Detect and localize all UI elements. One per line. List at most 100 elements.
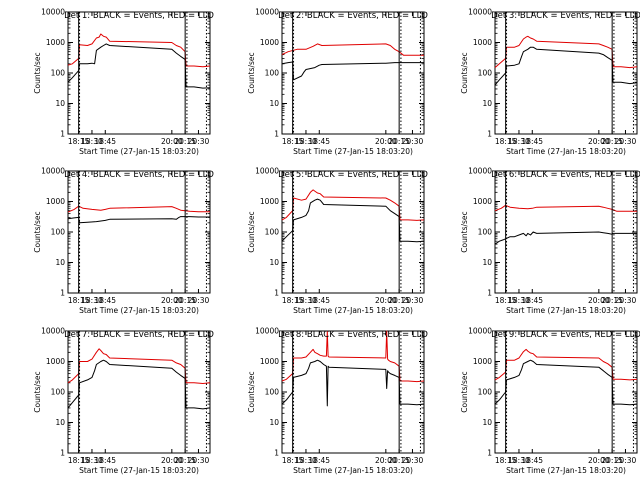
x-tick-label: 20:15 [388, 296, 410, 305]
x-tick-label: 20:30 [402, 137, 424, 146]
x-tick-label: 18:15 [68, 296, 90, 305]
events-series-line [494, 46, 638, 86]
x-tick-label: 18:30 [81, 456, 103, 465]
y-tick-label: 1 [60, 130, 65, 139]
y-axis-label: Counts/sec [247, 52, 256, 93]
y-axis-label: Counts/sec [33, 211, 42, 252]
x-tick-label: 20:30 [402, 296, 424, 305]
y-tick-label: 10 [482, 418, 492, 427]
plot-frame [494, 11, 638, 135]
events-series-line [281, 61, 424, 81]
y-tick-label: 1 [274, 130, 279, 139]
y-tick-label: 10000 [255, 167, 279, 176]
y-tick-label: 10 [269, 258, 279, 267]
x-tick-label: 18:15 [68, 137, 90, 146]
y-tick-label: 10000 [468, 8, 492, 17]
plot-frame [67, 170, 211, 294]
x-tick-label: 18:30 [295, 456, 317, 465]
x-tick-label: 18:45 [521, 137, 543, 146]
y-tick-label: 1 [487, 130, 492, 139]
y-tick-label: 1000 [260, 38, 279, 47]
plot-title: Det 5: BLACK = Events, RED = LLD [278, 170, 428, 180]
y-axis-label: Counts/sec [247, 371, 256, 412]
x-tick-label: 18:45 [308, 456, 330, 465]
x-tick-label: 20:15 [174, 456, 196, 465]
plot-title: Det 9: BLACK = Events, RED = LLD [491, 330, 640, 340]
y-tick-label: 100 [265, 69, 280, 78]
y-tick-label: 1000 [46, 197, 65, 206]
x-tick-label: 20:00 [588, 296, 610, 305]
y-axis-label: Counts/sec [33, 371, 42, 412]
y-tick-label: 1000 [260, 357, 279, 366]
y-axis-label: Counts/sec [460, 52, 469, 93]
x-tick-label: 20:30 [402, 456, 424, 465]
events-series-line [494, 231, 637, 245]
x-tick-label: 20:00 [375, 137, 397, 146]
y-tick-label: 1 [274, 289, 279, 298]
x-tick-label: 20:00 [375, 456, 397, 465]
x-tick-label: 18:45 [308, 296, 330, 305]
y-tick-label: 1000 [46, 357, 65, 366]
x-tick-label: 18:30 [81, 296, 103, 305]
x-tick-label: 20:30 [615, 137, 637, 146]
y-tick-label: 1000 [46, 38, 65, 47]
y-tick-label: 100 [51, 69, 66, 78]
x-tick-label: 18:30 [81, 137, 103, 146]
x-axis-label: Start Time (27-Jan-15 18:03:20) [293, 306, 413, 315]
events-series-line [494, 359, 638, 406]
plot-title: Det 7: BLACK = Events, RED = LLD [64, 330, 214, 340]
y-axis-label: Counts/sec [33, 52, 42, 93]
x-tick-label: 18:45 [308, 137, 330, 146]
plot-title: Det 6: BLACK = Events, RED = LLD [491, 170, 640, 180]
events-series-line [281, 198, 425, 243]
x-tick-label: 20:30 [188, 456, 210, 465]
plot-title: Det 3: BLACK = Events, RED = LLD [491, 11, 640, 21]
y-tick-label: 100 [478, 69, 493, 78]
lld-series-line [281, 330, 425, 383]
y-tick-label: 10 [269, 99, 279, 108]
y-tick-label: 10000 [255, 8, 279, 17]
x-tick-label: 20:30 [615, 296, 637, 305]
y-tick-label: 1000 [260, 197, 279, 206]
y-axis-label: Counts/sec [460, 211, 469, 252]
x-axis-label: Start Time (27-Jan-15 18:03:20) [293, 466, 413, 475]
y-axis-label: Counts/sec [460, 371, 469, 412]
plot-title: Det 1: BLACK = Events, RED = LLD [64, 11, 214, 21]
x-tick-label: 20:15 [601, 137, 623, 146]
events-series-line [281, 359, 425, 407]
y-tick-label: 10 [55, 418, 65, 427]
x-tick-label: 20:15 [388, 137, 410, 146]
y-tick-label: 100 [478, 388, 493, 397]
plot-title: Det 8: BLACK = Events, RED = LLD [278, 330, 428, 340]
x-axis-label: Start Time (27-Jan-15 18:03:20) [506, 306, 626, 315]
y-tick-label: 10000 [468, 167, 492, 176]
x-tick-label: 18:30 [508, 137, 530, 146]
y-axis-label: Counts/sec [247, 211, 256, 252]
x-tick-label: 18:45 [521, 456, 543, 465]
y-tick-label: 10 [269, 418, 279, 427]
y-tick-label: 100 [265, 228, 280, 237]
x-tick-label: 20:15 [601, 296, 623, 305]
y-tick-label: 1 [487, 289, 492, 298]
x-tick-label: 18:15 [495, 456, 517, 465]
x-tick-label: 18:30 [295, 296, 317, 305]
x-tick-label: 20:15 [388, 456, 410, 465]
x-tick-label: 18:45 [94, 296, 116, 305]
x-tick-label: 20:15 [174, 296, 196, 305]
events-series-line [67, 216, 210, 224]
x-tick-label: 20:00 [375, 296, 397, 305]
y-tick-label: 100 [478, 228, 493, 237]
x-tick-label: 20:00 [588, 456, 610, 465]
x-tick-label: 18:45 [94, 456, 116, 465]
lld-series-line [494, 35, 638, 69]
y-tick-label: 1 [60, 449, 65, 458]
x-tick-label: 20:00 [588, 137, 610, 146]
x-tick-label: 18:30 [295, 137, 317, 146]
y-tick-label: 100 [51, 228, 66, 237]
